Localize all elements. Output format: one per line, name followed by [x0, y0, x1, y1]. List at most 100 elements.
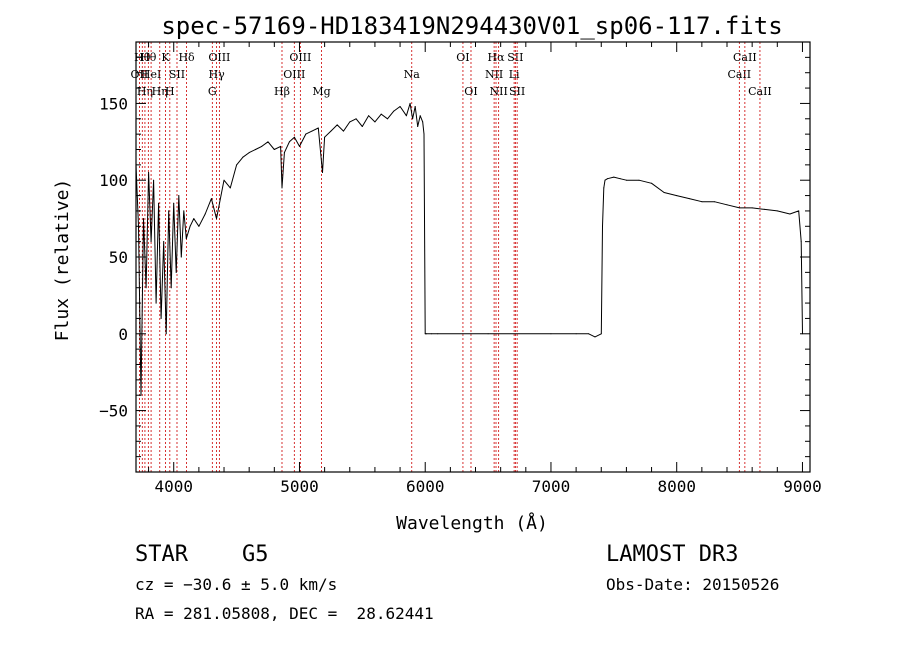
- axis-ticks: 4000 5000 6000 7000 8000 9000 −50 0 50 100 150: [99, 41, 822, 496]
- data-point-28: [229, 187, 231, 189]
- data-point-30: [242, 156, 244, 158]
- series-line-0: [135, 102, 803, 396]
- data-point-52: [361, 125, 363, 127]
- data-point-63: [417, 125, 419, 127]
- data-point-46: [324, 136, 326, 138]
- data-point-92: [726, 204, 728, 206]
- data-point-20: [185, 238, 187, 240]
- ra-dec: RA = 281.05808, DEC = 28.62441: [135, 604, 434, 623]
- line-label-27: CaII: [733, 51, 757, 64]
- line-label-28: CaII: [748, 85, 772, 98]
- x-tick-label: 9000: [783, 477, 822, 496]
- data-point-6: [150, 241, 152, 243]
- data-point-91: [713, 201, 715, 203]
- data-point-33: [261, 145, 263, 147]
- data-point-7: [153, 179, 155, 181]
- data-point-9: [158, 202, 160, 204]
- data-point-53: [368, 115, 370, 117]
- data-point-26: [215, 218, 217, 220]
- data-point-10: [160, 317, 162, 319]
- data-point-72: [487, 333, 489, 335]
- data-point-82: [613, 176, 615, 178]
- line-label-0: OII: [131, 68, 149, 81]
- x-axis-label: Wavelength (Å): [396, 512, 548, 534]
- data-point-8: [155, 302, 157, 304]
- object-subclass: G5: [242, 542, 269, 567]
- line-label-25: SII: [509, 85, 525, 98]
- line-label-10: G: [208, 85, 217, 98]
- data-point-58: [399, 106, 401, 107]
- survey-name: LAMOST DR3: [606, 542, 738, 567]
- data-point-25: [210, 198, 212, 200]
- data-point-22: [193, 218, 195, 220]
- data-point-47: [330, 130, 332, 132]
- data-point-95: [764, 208, 766, 210]
- data-point-50: [349, 121, 351, 123]
- line-label-5: Hη: [152, 85, 168, 98]
- data-point-24: [204, 213, 206, 215]
- line-label-2: Hη: [137, 85, 153, 98]
- data-point-62: [414, 106, 416, 107]
- data-point-4: [145, 287, 147, 289]
- data-point-29: [236, 164, 238, 166]
- y-tick-label: −50: [99, 402, 128, 421]
- line-label-1: Hθ: [134, 51, 151, 64]
- y-tick-label: 150: [99, 94, 128, 113]
- x-tick-label: 5000: [280, 477, 319, 496]
- data-point-96: [776, 210, 778, 212]
- data-point-12: [165, 333, 167, 335]
- data-point-44: [317, 127, 319, 129]
- data-point-94: [751, 207, 753, 209]
- y-tick-label: 0: [118, 325, 128, 344]
- line-label-8: SII: [169, 68, 185, 81]
- data-point-75: [588, 333, 590, 335]
- data-point-57: [393, 110, 395, 112]
- data-point-89: [688, 198, 690, 200]
- line-label-16: Mg: [312, 85, 330, 98]
- data-point-18: [180, 256, 182, 258]
- data-point-69: [425, 333, 427, 335]
- data-point-16: [175, 271, 177, 273]
- observation-date: Obs-Date: 20150526: [606, 575, 779, 594]
- x-tick-label: 8000: [657, 477, 696, 496]
- data-point-78: [602, 225, 604, 227]
- data-point-54: [374, 121, 376, 123]
- data-point-38: [283, 152, 285, 154]
- data-point-55: [380, 113, 382, 115]
- data-point-48: [336, 124, 338, 126]
- data-point-60: [409, 102, 411, 104]
- data-point-61: [412, 118, 414, 120]
- data-point-40: [293, 136, 295, 138]
- line-label-20: NII: [485, 68, 503, 81]
- data-point-76: [594, 336, 596, 338]
- data-point-37: [281, 187, 283, 189]
- y-axis-label: Flux (relative): [52, 179, 73, 342]
- data-point-98: [798, 210, 800, 212]
- data-point-32: [254, 149, 256, 150]
- data-point-21: [189, 225, 191, 227]
- redshift-cz: cz = −30.6 ± 5.0 km/s: [135, 575, 337, 594]
- plot-frame: [135, 41, 811, 473]
- data-point-19: [183, 210, 185, 212]
- line-label-23: Li: [509, 68, 520, 81]
- data-point-15: [173, 202, 175, 204]
- data-point-13: [168, 210, 170, 212]
- x-tick-label: 4000: [154, 477, 193, 496]
- data-point-74: [575, 333, 577, 335]
- data-point-42: [305, 133, 307, 135]
- object-type: STAR: [135, 542, 189, 567]
- data-point-66: [423, 133, 425, 135]
- flux-series: [135, 102, 803, 396]
- data-point-34: [267, 141, 269, 143]
- data-point-90: [701, 201, 703, 203]
- data-point-97: [789, 213, 791, 215]
- data-point-77: [600, 333, 602, 335]
- line-label-7: H: [165, 85, 175, 98]
- data-point-93: [739, 207, 741, 209]
- data-point-80: [604, 179, 606, 181]
- data-point-81: [607, 178, 609, 180]
- data-point-17: [178, 195, 180, 197]
- data-point-36: [280, 145, 282, 147]
- data-point-79: [603, 187, 605, 189]
